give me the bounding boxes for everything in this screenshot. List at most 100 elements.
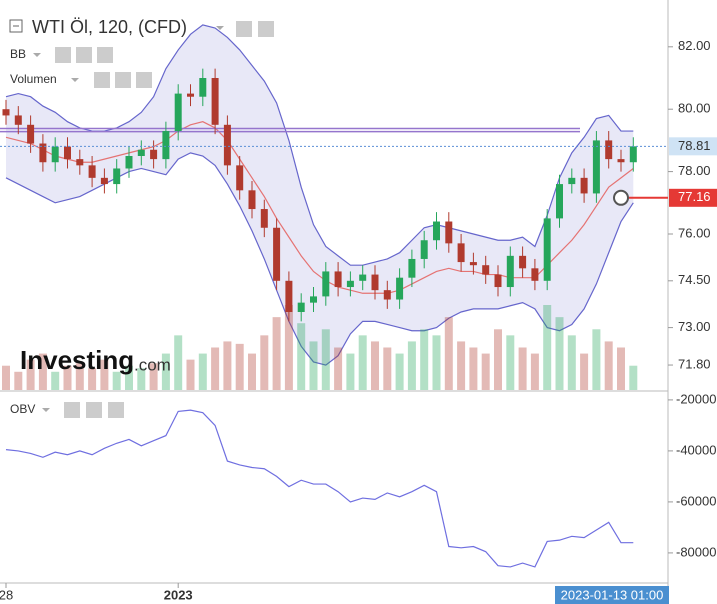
candle-body	[580, 177, 588, 194]
candle-body	[260, 209, 268, 228]
candle-body	[51, 146, 59, 163]
volume-bar	[63, 365, 72, 390]
y2-tick-label: -40000	[676, 442, 716, 457]
candle-body	[531, 268, 539, 281]
eye-icon[interactable]	[55, 47, 71, 63]
candle-body	[297, 302, 305, 312]
logo: Investing	[20, 345, 134, 375]
volume-bar	[580, 353, 589, 390]
candle-body	[359, 274, 367, 281]
volume-bar	[125, 365, 133, 390]
collapse-icon[interactable]	[9, 19, 23, 33]
eye-icon[interactable]	[94, 72, 110, 88]
volume-bar	[334, 347, 343, 390]
alert-handle	[613, 189, 629, 206]
candle-body	[236, 165, 244, 191]
volume-bar	[432, 335, 441, 390]
candle-body	[592, 140, 600, 194]
candle-body	[310, 296, 317, 303]
volume-bar	[407, 341, 416, 390]
close-icon[interactable]	[136, 72, 152, 88]
candle-body	[39, 143, 47, 163]
dropdown-arrow[interactable]	[33, 53, 41, 57]
dropdown-arrow[interactable]	[42, 408, 50, 412]
chart-title: WTI Öl, 120, (CFD)	[32, 17, 187, 37]
dropdown-arrow[interactable]	[216, 26, 224, 30]
close-icon[interactable]	[108, 402, 124, 418]
candle-body	[113, 168, 121, 185]
candle-body	[187, 93, 194, 97]
volume-bar	[346, 353, 355, 390]
candle-body	[273, 227, 281, 281]
y2-tick-label: -20000	[676, 391, 716, 406]
candle-body	[162, 131, 170, 160]
dropdown-arrow[interactable]	[71, 78, 79, 82]
volume-bar	[260, 335, 269, 390]
candle-body	[605, 140, 613, 160]
close-icon[interactable]	[97, 47, 113, 63]
volume-bar	[198, 353, 207, 390]
eye-icon[interactable]	[64, 402, 80, 418]
volume-bar	[2, 365, 10, 390]
volume-bar	[211, 347, 220, 390]
candle-body	[568, 177, 576, 185]
volume-bar	[457, 341, 466, 390]
y-tick-label: 71.80	[678, 356, 711, 371]
candle-body	[285, 280, 293, 312]
volume-bar	[284, 305, 293, 390]
candle-body	[617, 159, 625, 163]
volume-bar	[518, 347, 527, 390]
volume-bar	[420, 329, 429, 390]
y2-tick-label: -60000	[676, 493, 716, 508]
candle-body	[433, 221, 440, 241]
volume-bar	[481, 353, 490, 390]
candle-body	[2, 109, 10, 116]
volume-bar	[506, 335, 515, 390]
candle-body	[64, 146, 71, 160]
candle-body	[543, 218, 551, 281]
volume-bar	[100, 359, 109, 390]
candle-body	[100, 177, 108, 185]
candle-body	[506, 255, 514, 288]
alert-label: 77.16	[678, 189, 711, 204]
candle-body	[223, 124, 231, 166]
gear-icon[interactable]	[76, 47, 92, 63]
volume-bar	[235, 343, 244, 390]
volume-bar	[383, 347, 392, 390]
plot-area	[0, 24, 638, 568]
x-tick-label: 2023	[164, 587, 193, 602]
candle-body	[494, 274, 502, 288]
volume-bar	[297, 323, 306, 390]
volume-bar	[358, 335, 367, 390]
volume-bar	[321, 329, 330, 390]
volume-bar	[137, 368, 146, 390]
volume-bar	[469, 347, 478, 390]
volume-bar	[617, 347, 625, 390]
bb-fill	[6, 24, 634, 366]
volume-bar	[149, 363, 158, 390]
volume-bar	[444, 317, 453, 390]
gear-icon[interactable]	[86, 402, 102, 418]
volume-bar	[38, 353, 47, 390]
volume-bar	[223, 341, 232, 390]
candle-body	[556, 184, 563, 219]
candle-body	[199, 78, 207, 97]
gear-icon[interactable]	[258, 21, 274, 37]
candle-body	[420, 240, 428, 259]
candle-body	[469, 262, 477, 266]
volume-bar	[186, 359, 195, 390]
y-tick-label: 78.00	[678, 163, 711, 178]
gear-icon[interactable]	[115, 72, 131, 88]
x-tick-label: 28	[0, 587, 13, 602]
y-tick-label: 82.00	[678, 38, 711, 53]
volume-bar	[174, 335, 183, 390]
candle-body	[211, 78, 219, 125]
candle-body	[137, 149, 145, 156]
eye-icon[interactable]	[236, 21, 252, 37]
volume-bar	[161, 353, 170, 390]
volume-bar	[629, 365, 638, 390]
volume-bar	[75, 363, 84, 390]
volume-bar	[26, 359, 35, 390]
candle-body	[27, 124, 35, 144]
